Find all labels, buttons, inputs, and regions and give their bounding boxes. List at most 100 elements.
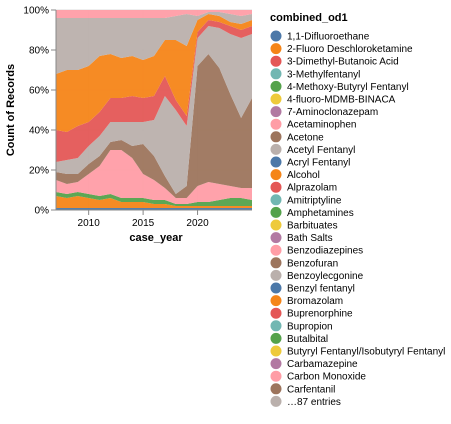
axes: Count of Records case_year 0% 20% 40% 60% 80… bbox=[5, 6, 252, 244]
legend-label: Amitriptyline bbox=[287, 195, 342, 206]
legend-item-barbituates: Barbituates bbox=[270, 219, 338, 232]
legend-label: Bath Salts bbox=[287, 233, 333, 244]
legend-swatch bbox=[270, 282, 282, 294]
legend-item-benzofuran: Benzofuran bbox=[270, 257, 338, 269]
legend-label: 1,1-Difluoroethane bbox=[287, 32, 370, 43]
legend-swatch bbox=[270, 80, 282, 92]
legend-swatch bbox=[270, 232, 282, 244]
y-tick-label: 80% bbox=[29, 46, 49, 57]
legend-item-amphetamines: Amphetamines bbox=[270, 206, 354, 219]
legend-label: Acryl Fentanyl bbox=[287, 158, 350, 169]
area-series-carbon-monoxide bbox=[56, 10, 252, 18]
legend-swatch bbox=[270, 106, 282, 118]
x-axis-title: case_year bbox=[129, 232, 183, 244]
legend-swatch bbox=[270, 244, 282, 256]
legend-swatch bbox=[270, 181, 282, 193]
legend-label: 2-Fluoro Deschloroketamine bbox=[287, 44, 413, 55]
legend-swatch bbox=[270, 370, 282, 382]
legend-item-4-methoxy-butyryl-fentanyl: 4-Methoxy-Butyryl Fentanyl bbox=[270, 80, 409, 93]
legend-label: Amphetamines bbox=[287, 208, 354, 219]
legend-swatch bbox=[270, 143, 282, 155]
legend-item-amitriptyline: Amitriptyline bbox=[270, 194, 342, 206]
y-tick-label: 20% bbox=[29, 166, 49, 177]
legend-item-bath-salts: Bath Salts bbox=[270, 232, 333, 244]
legend-swatch bbox=[270, 156, 282, 168]
legend-swatch bbox=[270, 194, 282, 206]
legend-swatch bbox=[270, 332, 282, 344]
legend-item-alcohol: Alcohol bbox=[270, 169, 320, 181]
legend-item-butyryl-fentanyl-isobutyryl-fentanyl: Butyryl Fentanyl/Isobutyryl Fentanyl bbox=[270, 345, 445, 358]
legend-item-4-fluoro-mdmb-binaca: 4-fluoro-MDMB-BINACA bbox=[270, 93, 396, 106]
legend-item-carbamazepine: Carbamazepine bbox=[270, 358, 358, 370]
legend-label: Benzodiazepines bbox=[287, 246, 363, 257]
legend-item-benzyl-fentanyl: Benzyl fentanyl bbox=[270, 282, 355, 295]
legend-item-1-1-difluoroethane: 1,1-Difluoroethane bbox=[270, 30, 370, 43]
legend-item-bromazolam: Bromazolam bbox=[270, 295, 343, 307]
legend-swatch bbox=[270, 269, 282, 281]
legend-item-3-dimethyl-butanoic-acid: 3-Dimethyl-Butanoic Acid bbox=[270, 55, 399, 68]
legend-item-acetaminophen: Acetaminophen bbox=[270, 118, 357, 131]
legend-item-7-aminoclonazepam: 7-Aminoclonazepam bbox=[270, 106, 378, 118]
legend-label: Bromazolam bbox=[287, 296, 343, 307]
legend-label: Acetaminophen bbox=[287, 120, 357, 131]
y-tick-label: 0% bbox=[35, 206, 50, 217]
x-tick-label: 2010 bbox=[78, 218, 101, 229]
legend-swatch bbox=[270, 345, 282, 357]
legend-item-bupropion: Bupropion bbox=[270, 320, 333, 332]
legend-item-acetone: Acetone bbox=[270, 131, 324, 143]
legend-label: Carbon Monoxide bbox=[287, 372, 366, 383]
legend-swatch bbox=[270, 206, 282, 218]
legend-swatch bbox=[270, 358, 282, 370]
legend-label: 3-Methylfentanyl bbox=[287, 69, 360, 80]
legend-label: Alcohol bbox=[287, 170, 320, 181]
legend-label: 4-fluoro-MDMB-BINACA bbox=[287, 95, 396, 106]
x-tick-label: 2020 bbox=[186, 218, 209, 229]
legend-swatch bbox=[270, 383, 282, 395]
legend-swatch bbox=[270, 68, 282, 80]
legend-item-alprazolam: Alprazolam bbox=[270, 181, 337, 194]
legend-swatch bbox=[270, 395, 282, 407]
legend-swatch bbox=[270, 219, 282, 231]
legend-title: combined_od1 bbox=[270, 12, 348, 24]
legend-label: Benzofuran bbox=[287, 258, 338, 269]
x-tick-label: 2015 bbox=[132, 218, 155, 229]
plot-area bbox=[56, 9, 252, 211]
legend-label: 4-Methoxy-Butyryl Fentanyl bbox=[287, 82, 409, 93]
legend-item-acetyl-fentanyl: Acetyl Fentanyl bbox=[270, 143, 355, 156]
legend-label: 7-Aminoclonazepam bbox=[287, 107, 378, 118]
legend-item-87-entries: …87 entries bbox=[270, 395, 341, 408]
legend-swatch bbox=[270, 43, 282, 55]
legend-swatch bbox=[270, 93, 282, 105]
legend-swatch bbox=[270, 307, 282, 319]
legend-item-carbon-monoxide: Carbon Monoxide bbox=[270, 370, 366, 383]
legend-label: Bupropion bbox=[287, 321, 333, 332]
area-series-alprazolam bbox=[56, 20, 252, 162]
legend-label: Butalbital bbox=[287, 334, 328, 345]
legend-item-3-methylfentanyl: 3-Methylfentanyl bbox=[270, 68, 360, 80]
legend-item-acryl-fentanyl: Acryl Fentanyl bbox=[270, 156, 350, 169]
legend-item-benzoylecgonine: Benzoylecgonine bbox=[270, 269, 364, 282]
area-series-acetone bbox=[56, 54, 252, 198]
legend-item-butalbital: Butalbital bbox=[270, 332, 328, 345]
y-tick-label: 100% bbox=[23, 6, 49, 17]
legend-swatch bbox=[270, 131, 282, 143]
legend-label: Barbituates bbox=[287, 221, 338, 232]
legend: combined_od1 1,1-Difluoroethane2-Fluoro … bbox=[270, 12, 445, 408]
legend-label: Butyryl Fentanyl/Isobutyryl Fentanyl bbox=[287, 347, 445, 358]
legend-swatch bbox=[270, 257, 282, 269]
legend-label: Acetyl Fentanyl bbox=[287, 145, 355, 156]
area-series-benzoylecgonine bbox=[56, 12, 252, 74]
legend-label: Buprenorphine bbox=[287, 309, 353, 320]
legend-label: Carfentanil bbox=[287, 384, 335, 395]
legend-item-carfentanil: Carfentanil bbox=[270, 383, 335, 395]
y-axis-title: Count of Records bbox=[5, 64, 17, 156]
legend-item-benzodiazepines: Benzodiazepines bbox=[270, 244, 363, 257]
legend-label: …87 entries bbox=[287, 397, 341, 408]
legend-swatch bbox=[270, 55, 282, 67]
legend-item-buprenorphine: Buprenorphine bbox=[270, 307, 353, 320]
legend-swatch bbox=[270, 30, 282, 42]
legend-label: Carbamazepine bbox=[287, 359, 358, 370]
y-tick-label: 60% bbox=[29, 86, 49, 97]
